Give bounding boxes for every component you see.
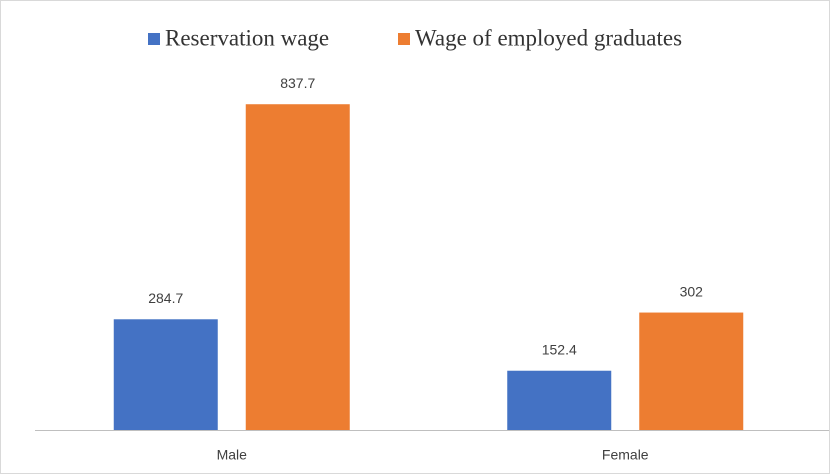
- bar: [113, 319, 218, 430]
- x-tick-label: Male: [217, 447, 248, 463]
- legend-label: Wage of employed graduates: [415, 25, 682, 50]
- legend-swatch: [148, 33, 160, 45]
- data-label: 302: [680, 283, 704, 299]
- bar: [245, 104, 350, 430]
- data-label: 152.4: [542, 341, 577, 357]
- bar: [639, 312, 744, 430]
- x-tick-label: Female: [602, 447, 649, 463]
- data-label: 837.7: [280, 75, 315, 91]
- legend-swatch: [398, 33, 410, 45]
- bar: [507, 370, 612, 430]
- data-label: 284.7: [148, 290, 183, 306]
- legend-label: Reservation wage: [165, 25, 329, 50]
